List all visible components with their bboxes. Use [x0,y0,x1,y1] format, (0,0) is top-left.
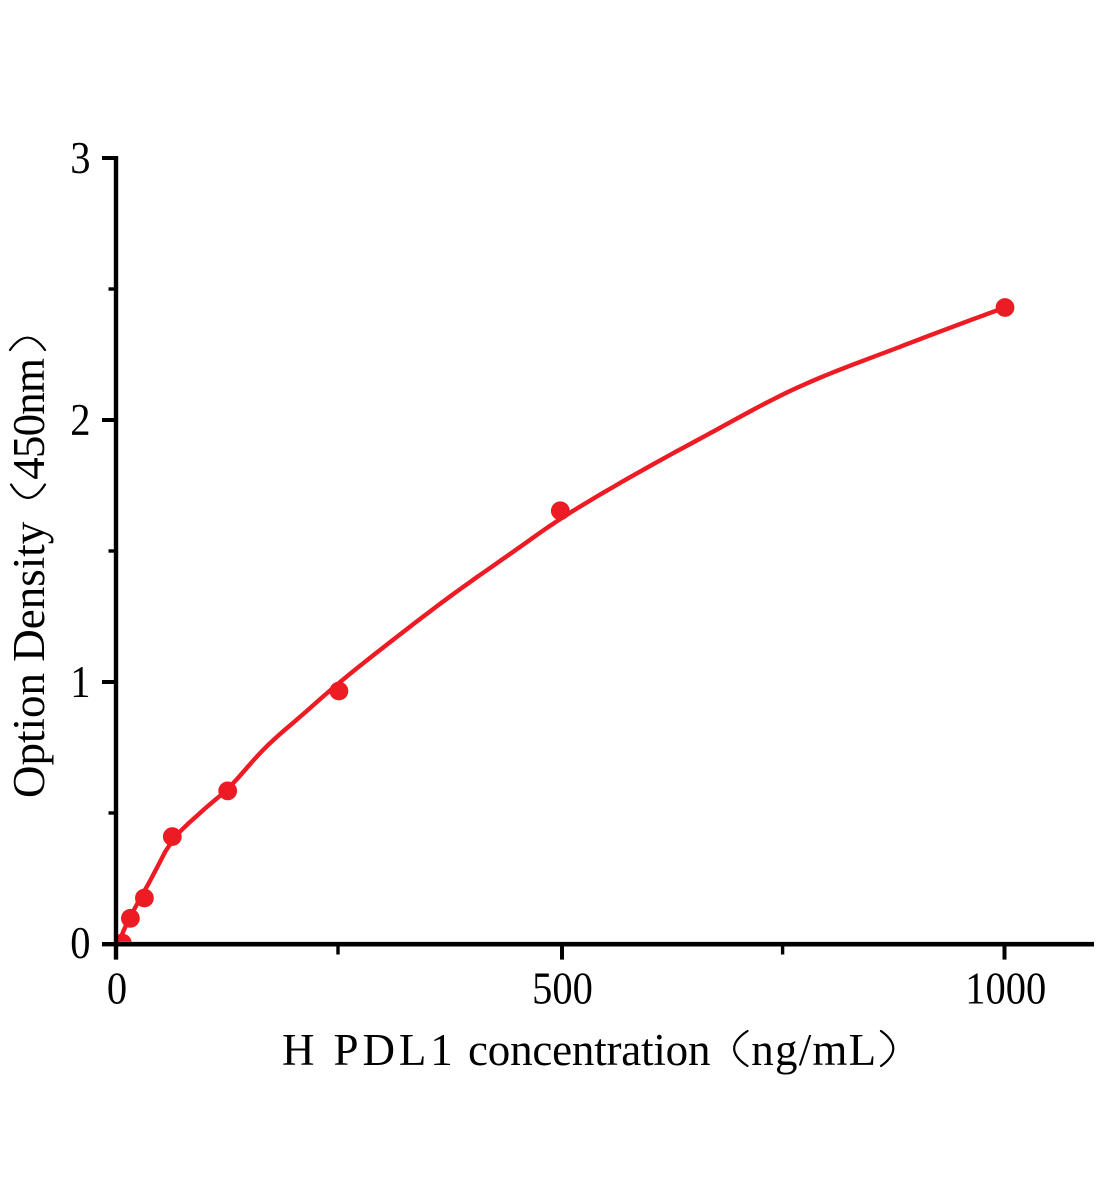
svg-text:H PDL1: H PDL1 [282,1025,457,1075]
svg-text:500: 500 [532,965,593,1014]
svg-text:0: 0 [107,965,127,1014]
svg-text:1: 1 [70,658,90,707]
svg-text:Option Density: Option Density [4,521,54,798]
svg-text:2: 2 [70,396,90,445]
svg-text:1000: 1000 [965,965,1046,1014]
svg-text:3: 3 [70,134,90,183]
svg-text:concentration: concentration [468,1025,710,1075]
svg-text:ng/mL: ng/mL [751,1025,877,1075]
svg-text:0: 0 [70,919,90,968]
svg-text:450nm: 450nm [4,358,54,480]
